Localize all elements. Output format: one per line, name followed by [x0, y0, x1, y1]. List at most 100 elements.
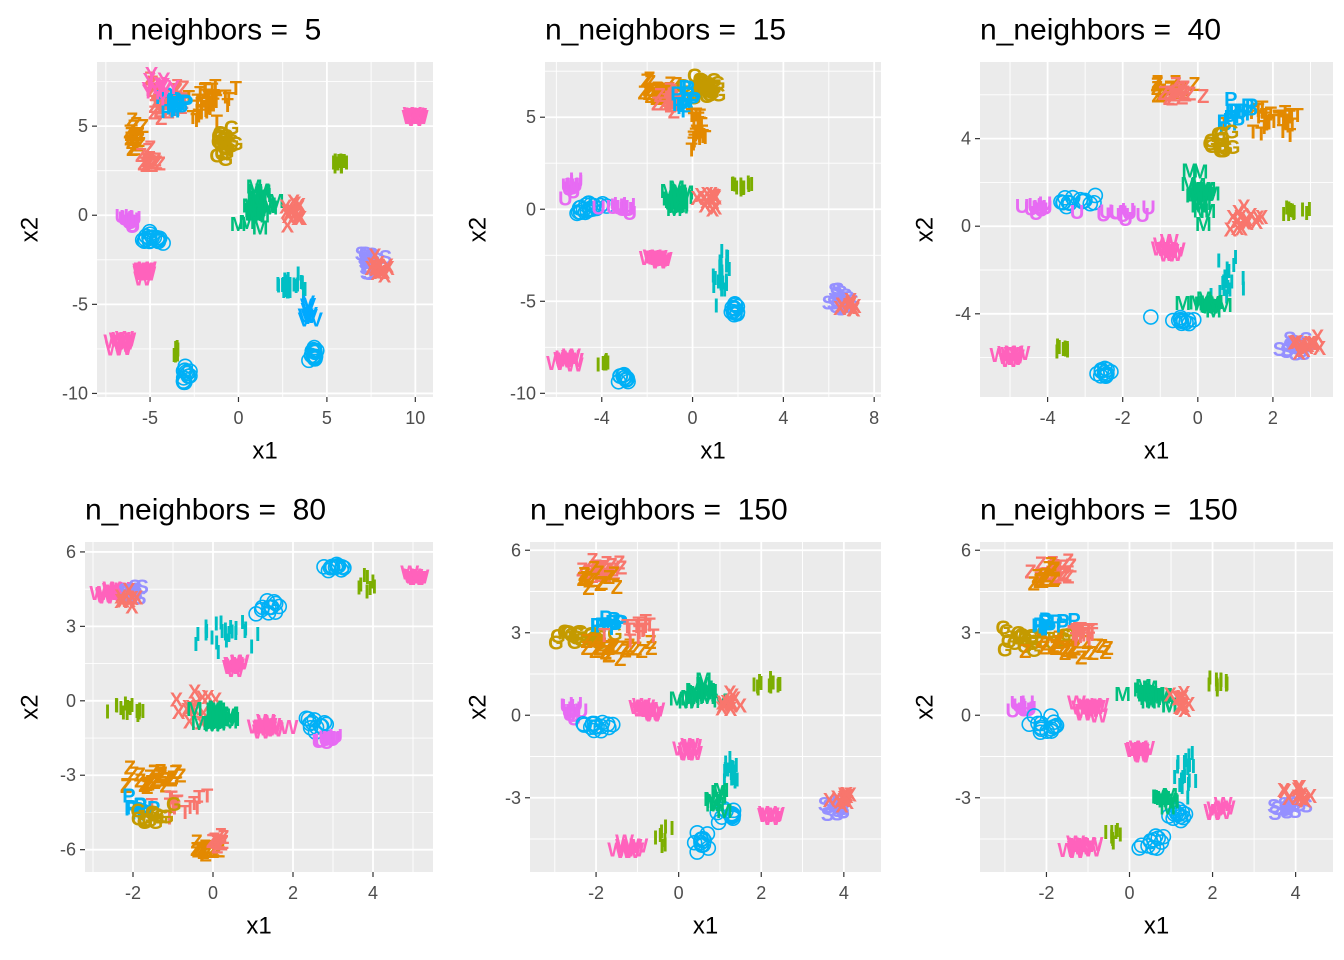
data-point: X — [726, 685, 740, 707]
data-point: U — [565, 174, 579, 196]
data-point: X — [292, 197, 306, 219]
data-point: I — [1214, 680, 1220, 702]
data-point: T — [1279, 112, 1291, 134]
data-point: T — [1252, 100, 1264, 122]
data-point: T — [190, 110, 202, 132]
data-point: W — [1074, 704, 1093, 726]
y-tick-label: 0 — [961, 705, 971, 725]
data-point: Z — [1168, 78, 1180, 100]
data-point: X — [1235, 219, 1249, 241]
data-point: T — [1281, 112, 1293, 134]
data-point: Z — [637, 83, 649, 105]
data-point: G — [1011, 623, 1027, 645]
data-point: M — [696, 682, 713, 704]
data-point: Z — [144, 69, 156, 91]
data-point: U — [1022, 699, 1036, 721]
data-point: Y — [157, 75, 171, 97]
data-point: U — [1022, 699, 1036, 721]
data-point: T — [163, 808, 175, 830]
data-point: W — [1129, 737, 1148, 759]
data-point: M — [254, 181, 271, 203]
data-point: W — [1006, 346, 1025, 368]
data-point: I — [283, 277, 289, 299]
data-point: I — [720, 272, 726, 294]
data-point: Z — [653, 83, 665, 105]
data-point: M — [244, 203, 261, 225]
data-point: G — [561, 623, 577, 645]
data-point: P — [1232, 114, 1245, 136]
data-point: Z — [661, 90, 673, 112]
data-point: Z — [141, 774, 153, 796]
data-point: S — [358, 246, 371, 268]
data-point: T — [1245, 102, 1257, 124]
data-point: G — [1225, 137, 1241, 159]
data-point: T — [1076, 620, 1088, 642]
data-point: G — [228, 133, 244, 155]
data-point: I — [1281, 204, 1287, 226]
data-point: Z — [664, 73, 676, 95]
data-point: U — [1031, 197, 1045, 219]
data-point: U — [1109, 202, 1123, 224]
data-point: T — [692, 108, 704, 130]
data-point: I — [228, 617, 234, 639]
data-point: W — [761, 804, 780, 826]
data-point: U — [1070, 202, 1084, 224]
data-point: Z — [590, 561, 602, 583]
data-point: W — [403, 566, 422, 588]
data-point: I — [1214, 674, 1220, 696]
data-point: I — [732, 174, 738, 196]
data-point: Z — [658, 88, 670, 110]
data-point: I — [725, 247, 731, 269]
data-point: Z — [154, 766, 166, 788]
data-point: Z — [1178, 77, 1190, 99]
data-point: X — [114, 591, 128, 613]
data-point: T — [201, 97, 213, 119]
data-point: W — [1071, 697, 1090, 719]
data-point: M — [1185, 185, 1202, 207]
data-point: I — [193, 634, 199, 656]
data-point: W — [562, 345, 581, 367]
y-axis-label: x2 — [17, 217, 44, 242]
data-point: I — [659, 836, 665, 858]
data-point: Z — [580, 631, 592, 653]
data-point: M — [1155, 687, 1172, 709]
data-point: Z — [658, 87, 670, 109]
data-point: V — [303, 295, 317, 317]
data-point: M — [250, 199, 267, 221]
data-point: X — [724, 699, 738, 721]
data-point — [307, 348, 324, 365]
data-point: Z — [588, 558, 600, 580]
data-point: P — [590, 615, 603, 637]
data-point: I — [1177, 775, 1183, 797]
data-point: P — [1240, 101, 1253, 123]
data-point: S — [832, 797, 845, 819]
data-point: W — [1075, 701, 1094, 723]
data-point: T — [207, 95, 219, 117]
data-point: I — [1185, 788, 1191, 810]
data-point: G — [584, 624, 600, 646]
data-point: X — [1282, 788, 1296, 810]
data-point: W — [565, 354, 584, 376]
data-point: I — [1208, 285, 1214, 307]
data-point: M — [672, 185, 689, 207]
data-point: I — [1193, 771, 1199, 793]
data-point: T — [201, 92, 213, 114]
data-point: X — [1294, 788, 1308, 810]
data-point: I — [1055, 336, 1061, 358]
data-point: T — [640, 611, 652, 633]
data-point: U — [118, 208, 132, 230]
data-point: I — [713, 296, 719, 318]
data-point: M — [1194, 293, 1211, 315]
x-axis-label: x1 — [1144, 438, 1169, 465]
data-point: I — [1224, 286, 1230, 308]
data-point: P — [1056, 611, 1069, 633]
data-point: Z — [668, 94, 680, 116]
data-point: G — [702, 81, 718, 103]
data-point: M — [247, 181, 264, 203]
data-point: T — [208, 86, 220, 108]
data-point: W — [403, 104, 422, 126]
data-point: P — [1241, 95, 1254, 117]
data-point: Z — [129, 126, 141, 148]
data-point: Z — [644, 632, 656, 654]
data-point: T — [1086, 620, 1098, 642]
